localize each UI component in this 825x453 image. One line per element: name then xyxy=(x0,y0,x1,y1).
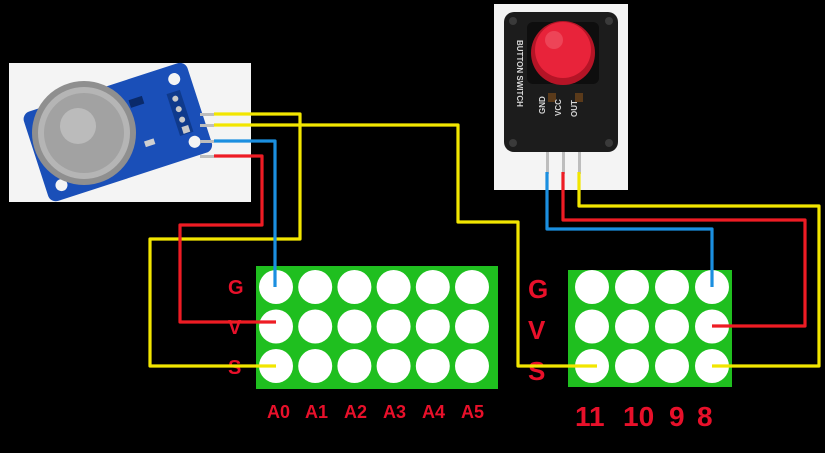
left-col-label-a0: A0 xyxy=(267,402,290,422)
left-header-hole-r1-c4 xyxy=(415,309,450,344)
left-header-hole-r1-c2 xyxy=(337,309,372,344)
left-col-label-a4: A4 xyxy=(422,402,445,422)
left-col-label-a1: A1 xyxy=(305,402,328,422)
right-row-label-g: G xyxy=(528,274,548,304)
left-header-hole-r0-c1 xyxy=(298,270,333,304)
right-header-hole-r1-c0 xyxy=(575,309,609,344)
right-header-hole-r1-c2 xyxy=(655,309,689,344)
wire-sensor-signal-yellow xyxy=(148,112,302,368)
left-header-hole-r1-c5 xyxy=(455,309,489,344)
right-header-hole-r2-c1 xyxy=(615,349,649,383)
right-col-label-9: 9 xyxy=(669,401,685,432)
right-header-hole-r0-c0 xyxy=(575,270,609,304)
left-col-label-a2: A2 xyxy=(344,402,367,422)
left-header-hole-r2-c2 xyxy=(337,349,372,383)
right-row-labels: G V S xyxy=(528,274,548,386)
right-header-hole-r0-c1 xyxy=(615,270,649,304)
right-header-hole-r2-c2 xyxy=(655,349,689,383)
right-col-label-11: 11 xyxy=(575,401,605,432)
left-column-labels: A0 A1 A2 A3 A4 A5 xyxy=(267,402,484,422)
left-header-hole-r1-c1 xyxy=(298,309,333,344)
left-row-label-s: S xyxy=(228,357,241,379)
gas-sensor-module xyxy=(9,62,251,202)
button-switch-module: BUTTON SWITCH GND VCC OUT xyxy=(494,4,628,190)
button-pin-label-vcc: VCC xyxy=(554,99,563,116)
left-row-label-v: V xyxy=(228,317,242,339)
wire-sensor-vcc-red xyxy=(178,154,276,324)
right-col-label-10: 10 xyxy=(623,401,654,432)
left-header-hole-r0-c3 xyxy=(376,270,411,304)
wire-sensor-yellow-2 xyxy=(214,123,597,368)
right-header-hole-r0-c2 xyxy=(655,270,689,304)
right-row-label-v: V xyxy=(528,315,546,345)
right-col-label-8: 8 xyxy=(697,401,713,432)
left-row-labels: G V S xyxy=(228,277,244,379)
wire-button-gnd-blue xyxy=(545,172,714,287)
button-pin-label-out: OUT xyxy=(570,100,579,117)
button-pin-label-gnd: GND xyxy=(538,96,547,114)
wires xyxy=(148,112,821,368)
left-col-label-a3: A3 xyxy=(383,402,406,422)
left-header-hole-r0-c5 xyxy=(455,270,489,304)
wire-button-out-yellow xyxy=(577,172,821,368)
left-col-label-a5: A5 xyxy=(461,402,484,422)
left-header-hole-r0-c4 xyxy=(415,270,450,304)
left-header xyxy=(256,266,498,389)
wire-button-vcc-red xyxy=(561,172,807,328)
left-header-hole-r2-c5 xyxy=(455,349,489,383)
left-header-hole-r2-c1 xyxy=(298,349,333,383)
wire-sensor-ground-blue xyxy=(214,139,277,287)
left-header-hole-r1-c3 xyxy=(376,309,411,344)
left-row-label-g: G xyxy=(228,277,244,299)
left-header-hole-r0-c2 xyxy=(337,270,372,304)
left-header-hole-r2-c4 xyxy=(415,349,450,383)
left-header-hole-r2-c3 xyxy=(376,349,411,383)
button-board-text: BUTTON SWITCH xyxy=(515,40,524,107)
right-row-label-s: S xyxy=(528,356,545,386)
right-header-hole-r1-c1 xyxy=(615,309,649,344)
right-header xyxy=(568,270,732,387)
left-header-hole-r1-c0 xyxy=(259,309,293,344)
right-column-labels: 11 10 9 8 xyxy=(575,401,713,432)
